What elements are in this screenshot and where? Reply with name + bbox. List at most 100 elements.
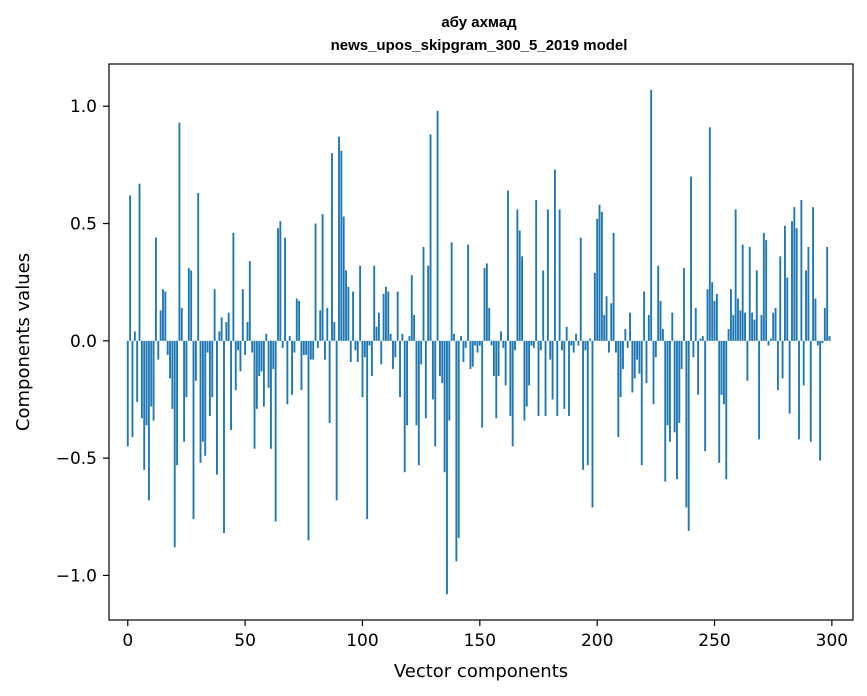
bar [514,340,516,351]
bar [223,340,225,534]
bar [617,340,620,438]
x-tick-label: 150 [464,631,496,651]
bar [413,315,416,341]
bar [460,336,462,341]
bar [192,340,195,520]
bar [737,298,739,341]
bar [746,340,749,381]
bar [166,340,169,355]
bar [396,291,399,341]
bar [199,340,202,463]
bar [650,89,653,341]
bar [805,270,807,341]
bar [755,270,758,341]
bar [556,340,559,416]
bar [793,207,796,341]
bar [265,333,268,341]
bar [607,340,610,353]
bar [488,307,491,341]
bar [197,193,200,341]
bar [380,340,383,365]
bar [610,303,613,341]
bar [237,340,240,351]
bar [582,340,585,470]
bar [509,340,512,416]
bar [429,134,432,341]
bar [774,307,777,341]
bar [579,237,582,341]
bar [293,340,296,353]
bar [234,340,237,391]
bar [216,340,218,475]
bar [546,209,549,341]
x-tick-label: 50 [234,631,256,651]
bar [126,340,129,447]
bar [549,340,552,360]
bar [492,340,495,377]
bars-group [126,89,831,595]
bar [469,340,472,369]
bar [603,315,606,341]
bar [676,340,678,480]
bar [218,331,221,341]
bar [420,340,423,365]
bar [537,340,540,416]
bar [143,340,146,470]
bar [387,291,390,341]
bar [204,340,207,456]
chart-title-line-2: news_upos_skipgram_300_5_2019 model [331,37,628,54]
bar [500,331,502,341]
bar [422,246,425,341]
bar [258,340,261,377]
bar [133,331,136,341]
bar [765,239,768,341]
bar [288,336,291,341]
bar [246,322,249,341]
x-tick-label: 300 [816,631,848,651]
bar [708,127,711,341]
bar [481,340,484,428]
bar [147,340,150,501]
bar [558,209,561,341]
bar [666,340,669,426]
bar [532,340,535,348]
bar [213,289,216,341]
y-axis-ticks: −1.0 −0.5 0.0 0.5 1.0 [56,97,109,586]
bar [802,340,805,386]
bar [307,340,310,541]
bar [326,307,329,341]
bar [659,300,662,341]
bar [438,340,441,377]
bar [776,340,779,391]
bar [718,340,721,463]
bar [661,329,664,341]
bar [453,333,455,341]
bar [786,277,789,341]
bar [354,340,357,351]
bar [342,216,345,341]
y-tick-label: −1.0 [56,566,97,586]
x-axis-label: Vector components [394,661,568,682]
bar [744,312,746,341]
bar [497,340,500,377]
bar [417,340,420,466]
bar [323,340,326,360]
bar [643,291,646,341]
bar [490,340,493,346]
bar [138,183,141,341]
bar [821,340,824,344]
bar [485,263,488,341]
bar [657,265,660,341]
x-tick-label: 100 [346,631,378,651]
bar [528,340,531,386]
bar [772,312,775,341]
bar [809,340,812,442]
bar [431,340,434,400]
bar [694,307,697,341]
bar [220,317,223,341]
bar [647,315,650,341]
bar [180,307,183,341]
bar [615,340,617,353]
bar [340,150,343,341]
